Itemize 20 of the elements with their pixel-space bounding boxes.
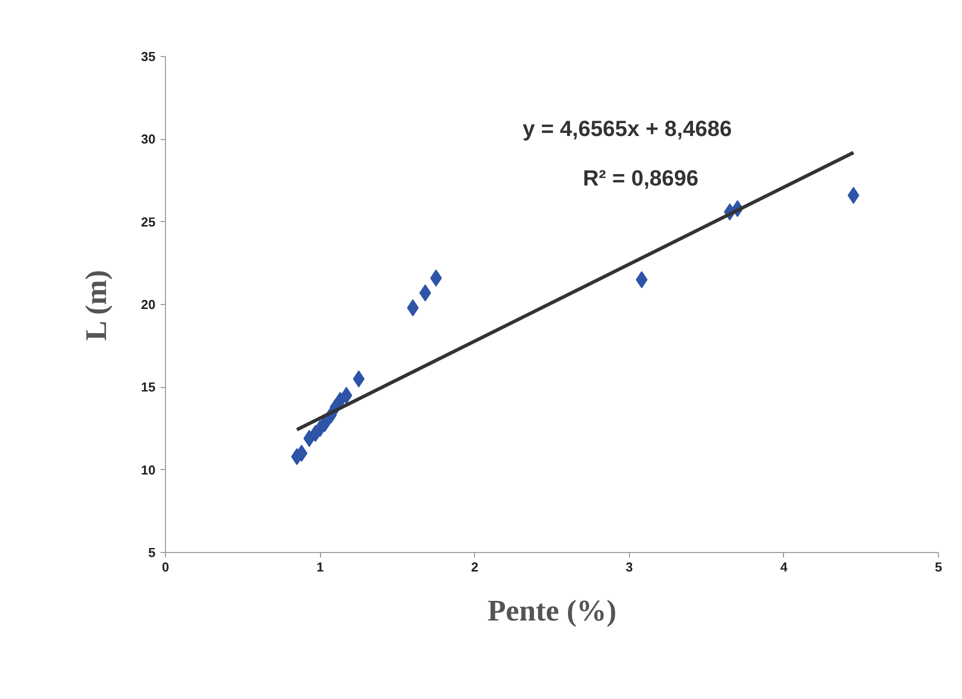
x-tick-label: 3 (626, 560, 633, 574)
y-tick-label: 30 (141, 132, 156, 147)
y-tick-label: 15 (141, 380, 156, 395)
annotation: R² = 0,8696 (582, 165, 698, 190)
x-axis-title: Pente (%) (487, 594, 617, 628)
point (419, 284, 432, 302)
point (352, 370, 365, 388)
x-tick-label: 5 (934, 560, 942, 574)
y-tick-label: 20 (141, 297, 156, 312)
y-tick-label: 10 (141, 462, 156, 478)
point (318, 415, 331, 432)
x-tick-label: 2 (471, 560, 478, 574)
y-tick-label: 5 (148, 545, 156, 560)
y-tick-label: 25 (141, 214, 156, 230)
y-axis-title: L (m) (80, 270, 114, 341)
x-tick-label: 1 (316, 560, 324, 574)
annotation: y = 4,6565x + 8,4686 (522, 116, 732, 141)
x-tick-label: 4 (780, 560, 788, 574)
x-tick-label: 0 (162, 560, 170, 574)
y-tick-label: 35 (141, 49, 156, 64)
